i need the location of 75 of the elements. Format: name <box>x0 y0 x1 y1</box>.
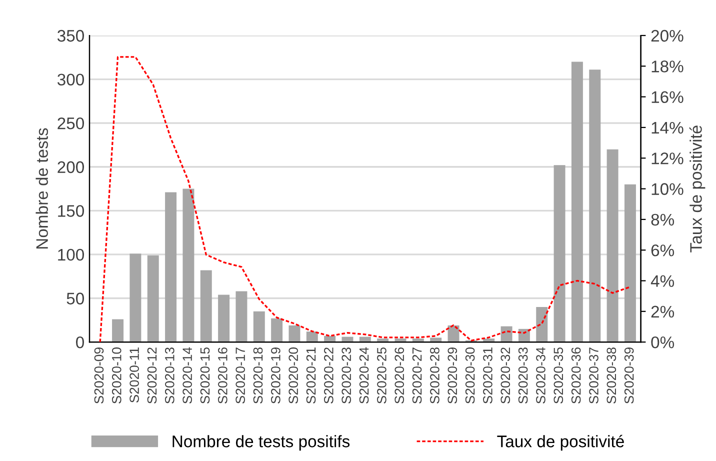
x-tick-label: S2020-11 <box>130 348 139 403</box>
bar <box>218 294 230 342</box>
bar <box>200 270 212 342</box>
x-tick-label: S2020-09 <box>94 348 104 404</box>
y-tick-label: 350 <box>57 30 84 42</box>
x-tick-label: S2020-19 <box>271 348 280 404</box>
y-tick-label: 50 <box>66 292 84 304</box>
bar <box>253 311 265 342</box>
y-tick-label: 0 <box>76 336 84 348</box>
x-tick-label: S2020-30 <box>465 347 475 404</box>
legend-label: Taux de positivité <box>497 434 624 451</box>
y-tick-label: 100 <box>58 248 84 261</box>
y2-tick-label: 14% <box>652 122 684 134</box>
bar <box>271 318 283 342</box>
bar <box>536 307 548 342</box>
x-tick-label: S2020-26 <box>394 348 404 404</box>
y2-tick-label: 12% <box>652 152 684 164</box>
y2-axis-title: Taux de positivité <box>689 126 706 252</box>
x-tick-label: S2020-35 <box>554 347 564 404</box>
x-tick-label: S2020-17 <box>236 348 246 404</box>
x-tick-label: S2020-34 <box>536 347 546 404</box>
x-tick-label: S2020-27 <box>412 348 422 404</box>
y2-tick-label: 6% <box>651 244 674 256</box>
bar <box>130 254 142 342</box>
line-series <box>99 56 632 342</box>
x-tick-label: S2020-29 <box>448 348 458 404</box>
bar <box>112 319 124 342</box>
bar <box>165 192 177 342</box>
y-tick-label: 200 <box>58 161 84 174</box>
y2-tick-label: 18% <box>652 60 684 72</box>
bar <box>554 165 566 342</box>
y-tick-label: 300 <box>57 74 84 86</box>
bar <box>306 332 318 342</box>
y-tick-label: 150 <box>58 205 84 217</box>
x-tick-label: S2020-16 <box>218 348 228 404</box>
bar <box>606 149 618 342</box>
x-tick-label: S2020-21 <box>306 348 316 404</box>
y2-tick-label: 2% <box>651 306 674 318</box>
bar <box>236 291 248 342</box>
y2-tick-label: 8% <box>651 214 674 226</box>
y2-tick-label: 0% <box>651 336 674 348</box>
x-tick-label: S2020-15 <box>200 347 210 404</box>
bar <box>589 70 601 342</box>
x-tick-label: S2020-37 <box>589 348 598 404</box>
bar <box>430 338 442 342</box>
legend-label: Nombre de tests positifs <box>172 435 350 451</box>
x-tick-label: S2020-22 <box>324 348 334 404</box>
x-tick-label: S2020-39 <box>624 348 634 404</box>
x-tick-label: S2020-36 <box>571 348 581 404</box>
x-tick-label: S2020-28 <box>430 347 440 404</box>
x-tick-label: S2020-10 <box>112 347 122 404</box>
x-tick-label: S2020-33 <box>518 348 528 404</box>
x-tick-label: S2020-18 <box>253 347 263 404</box>
bar <box>147 255 159 342</box>
bar <box>624 184 636 342</box>
y2-tick-label: 20% <box>651 30 684 42</box>
x-tick-label: S2020-20 <box>288 347 298 404</box>
y2-tick-label: 10% <box>652 183 684 195</box>
y-axis-title: Nombre de tests <box>36 128 48 249</box>
x-tick-label: S2020-14 <box>182 347 192 404</box>
x-tick-label: S2020-24 <box>359 347 369 404</box>
x-tick-label: S2020-23 <box>342 348 352 404</box>
x-tick-label: S2020-13 <box>164 348 174 404</box>
y-tick-label: 250 <box>58 117 84 130</box>
x-tick-label: S2020-38 <box>606 347 616 404</box>
bar <box>182 188 194 342</box>
y2-tick-label: 4% <box>650 275 674 287</box>
x-tick-label: S2020-32 <box>500 348 510 404</box>
x-tick-label: S2020-31 <box>483 348 492 404</box>
bar <box>448 325 460 342</box>
x-tick-label: S2020-25 <box>377 347 386 404</box>
bar <box>571 62 583 342</box>
bar <box>288 325 300 342</box>
y2-tick-label: 16% <box>652 91 684 104</box>
x-tick-label: S2020-12 <box>147 348 157 404</box>
